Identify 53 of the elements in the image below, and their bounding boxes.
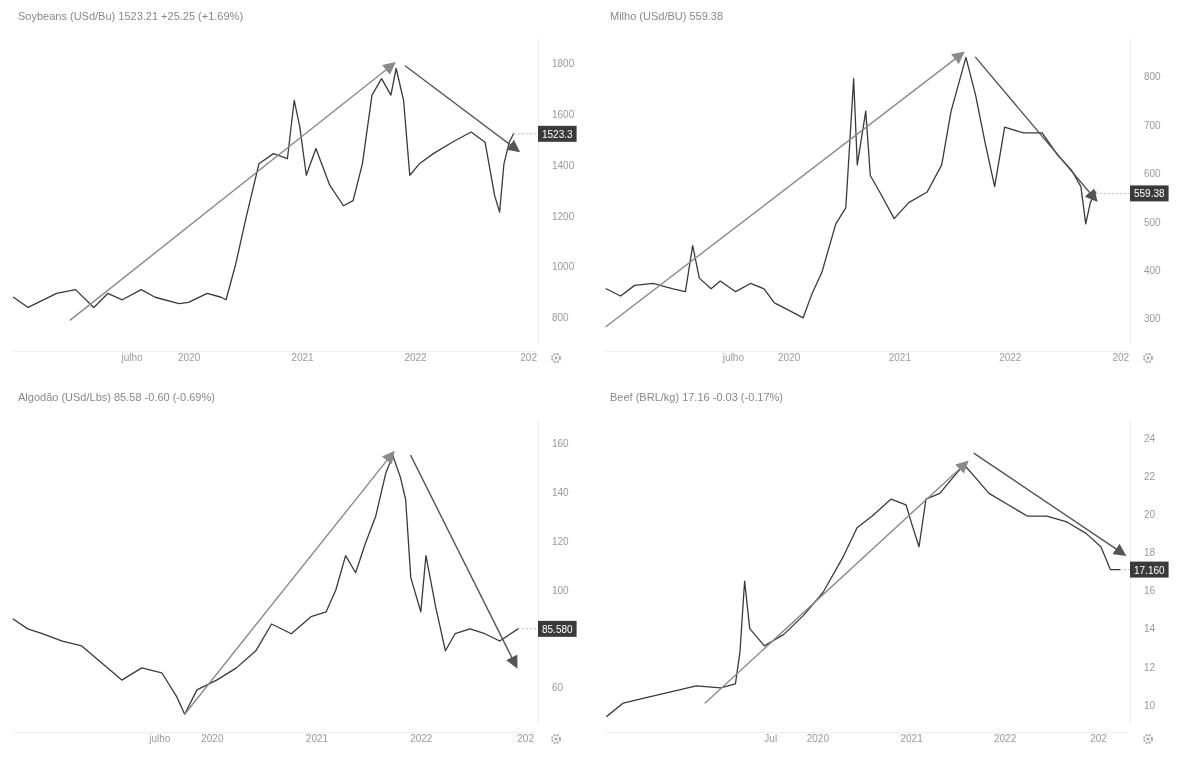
y-tick-label: 60 <box>552 682 564 694</box>
annotation: 1523.3 <box>542 128 574 140</box>
annotation: 17.160 <box>1134 564 1166 576</box>
y-tick-label: 22 <box>1144 470 1156 482</box>
y-tick-label: 500 <box>1144 216 1162 228</box>
x-tick-label: 202 <box>520 352 538 364</box>
y-tick-label: 1800 <box>552 58 575 70</box>
y-tick-label: 1600 <box>552 108 575 120</box>
x-tick-label: Jul <box>764 733 778 745</box>
x-tick-label: 2022 <box>999 352 1022 364</box>
y-tick-label: 1200 <box>552 210 575 222</box>
x-tick-label: julho <box>721 352 745 364</box>
y-tick-label: 400 <box>1144 265 1162 277</box>
chart-title: Soybeans (USd/Bu) 1523.21 +25.25 (+1.69%) <box>18 10 244 22</box>
annotation: 559.38 <box>1134 188 1166 200</box>
chart-title: Algodão (USd/Lbs) 85.58 -0.60 (-0.69%) <box>18 391 215 403</box>
y-tick-label: 100 <box>552 584 570 596</box>
y-tick-label: 120 <box>552 535 570 547</box>
x-tick-label: 2022 <box>410 733 433 745</box>
x-tick-label: 2021 <box>900 733 924 745</box>
y-tick-label: 14 <box>1144 623 1156 635</box>
y-tick-label: 140 <box>552 486 570 498</box>
y-tick-label: 160 <box>552 438 570 450</box>
x-tick-label: julho <box>148 733 171 745</box>
y-tick-label: 700 <box>1144 119 1162 131</box>
y-tick-label: 16 <box>1144 585 1156 597</box>
x-tick-label: 2020 <box>777 352 801 364</box>
y-tick-label: 1400 <box>552 159 575 171</box>
x-tick-label: 2020 <box>177 352 201 364</box>
x-tick-label: 202 <box>1112 352 1130 364</box>
y-tick-label: 24 <box>1144 432 1156 444</box>
x-tick-label: 2022 <box>993 733 1017 745</box>
y-tick-label: 300 <box>1144 313 1162 325</box>
x-tick-label: 2020 <box>806 733 830 745</box>
chart-title: Milho (USd/BU) 559.38 <box>610 10 724 22</box>
x-tick-label: 202 <box>517 733 535 745</box>
annotation: 85.580 <box>542 623 574 635</box>
x-tick-label: 2020 <box>201 733 224 745</box>
x-tick-label: 2021 <box>888 352 912 364</box>
y-tick-label: 18 <box>1144 547 1156 559</box>
y-tick-label: 800 <box>552 312 570 324</box>
y-tick-label: 800 <box>1144 71 1162 83</box>
y-tick-label: 20 <box>1144 509 1156 521</box>
y-tick-label: 600 <box>1144 168 1162 180</box>
x-tick-label: 2022 <box>404 352 428 364</box>
y-tick-label: 12 <box>1144 661 1156 673</box>
x-tick-label: 202 <box>1090 733 1108 745</box>
x-tick-label: 2021 <box>291 352 315 364</box>
y-tick-label: 1000 <box>552 261 575 273</box>
x-tick-label: 2021 <box>305 733 329 745</box>
y-tick-label: 10 <box>1144 699 1156 711</box>
x-tick-label: julho <box>120 352 144 364</box>
chart-title: Beef (BRL/kg) 17.16 -0.03 (-0.17%) <box>610 391 784 403</box>
